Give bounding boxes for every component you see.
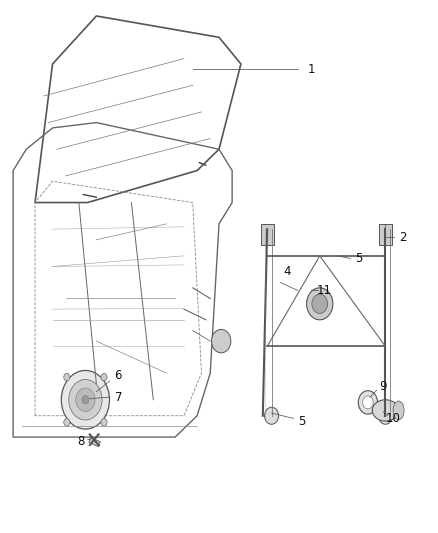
Circle shape [76,388,95,411]
Circle shape [212,329,231,353]
Text: 11: 11 [317,284,332,297]
Circle shape [358,391,378,414]
Circle shape [64,418,70,426]
Ellipse shape [372,400,399,421]
Circle shape [265,407,279,424]
Circle shape [307,288,333,320]
Text: 10: 10 [385,412,400,425]
Circle shape [378,407,392,424]
Text: 5: 5 [356,252,363,265]
Circle shape [363,396,373,409]
Ellipse shape [393,401,404,420]
Text: 6: 6 [114,369,122,382]
Bar [261,224,274,245]
Text: 9: 9 [379,380,387,393]
Text: 7: 7 [114,391,122,403]
Circle shape [312,294,328,313]
Circle shape [61,370,110,429]
Circle shape [82,395,89,404]
Bar [379,224,392,245]
Circle shape [101,374,107,381]
Bar [89,438,100,447]
Text: 8: 8 [78,435,85,448]
Text: 4: 4 [283,265,291,278]
Circle shape [69,379,102,420]
Text: 2: 2 [399,231,407,244]
Text: 1: 1 [307,63,315,76]
Text: 5: 5 [299,415,306,427]
Circle shape [64,374,70,381]
Circle shape [101,418,107,426]
